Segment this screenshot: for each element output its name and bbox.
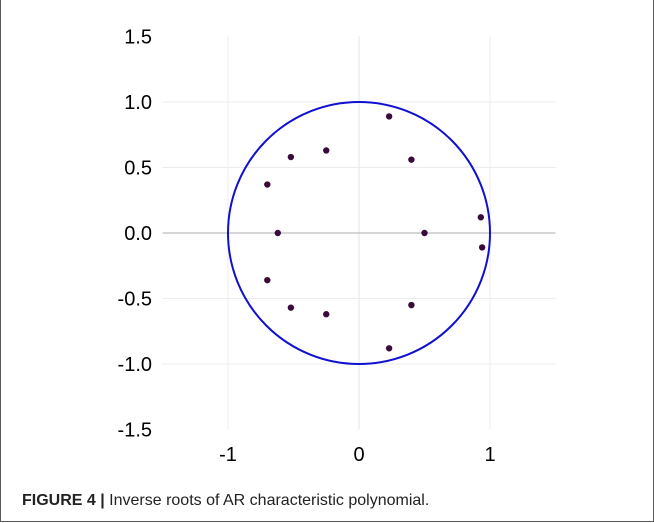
root-point-8 <box>478 244 486 251</box>
root-point-2 <box>323 147 330 154</box>
figure-caption-label: FIGURE 4 | <box>22 492 105 509</box>
y-tick-label-3: 0.0 <box>124 223 152 245</box>
y-tick-label-6: -1.5 <box>118 420 152 442</box>
unit-circle <box>227 101 491 365</box>
y-tick-label-1: 1.0 <box>124 92 152 114</box>
y-tick-label-4: -0.5 <box>118 289 152 311</box>
root-point-9 <box>264 276 271 284</box>
x-tick-label-1: 0 <box>353 444 364 466</box>
unit-circle-layer <box>227 101 491 365</box>
root-scatter-chart: 1.5 1.0 0.5 0.0 -0.5 -1.0 -1.5 -1 0 1 <box>118 27 556 466</box>
root-point-1 <box>408 156 415 163</box>
x-tick-label-2: 1 <box>484 444 495 466</box>
x-tick-label-0: -1 <box>219 444 237 466</box>
root-point-0 <box>385 113 393 120</box>
root-point-10 <box>408 301 415 309</box>
root-point-4 <box>264 181 271 188</box>
zero-axis-lines <box>162 36 556 430</box>
root-point-12 <box>323 311 330 318</box>
root-point-5 <box>477 214 485 221</box>
y-tick-labels: 1.5 1.0 0.5 0.0 -0.5 -1.0 -1.5 <box>118 27 152 442</box>
root-point-13 <box>385 345 393 352</box>
y-tick-label-5: -1.0 <box>118 354 152 376</box>
root-point-3 <box>287 153 295 161</box>
y-tick-label-2: 0.5 <box>124 158 152 180</box>
figure-caption: FIGURE 4 | Inverse roots of AR character… <box>22 492 429 510</box>
root-point-11 <box>287 304 295 311</box>
x-tick-labels: -1 0 1 <box>219 444 495 466</box>
inverse-roots-points <box>264 113 486 352</box>
figure-caption-text: Inverse roots of AR characteristic polyn… <box>104 492 430 509</box>
y-tick-label-0: 1.5 <box>124 27 152 49</box>
root-point-7 <box>421 229 428 237</box>
root-point-6 <box>274 229 281 237</box>
